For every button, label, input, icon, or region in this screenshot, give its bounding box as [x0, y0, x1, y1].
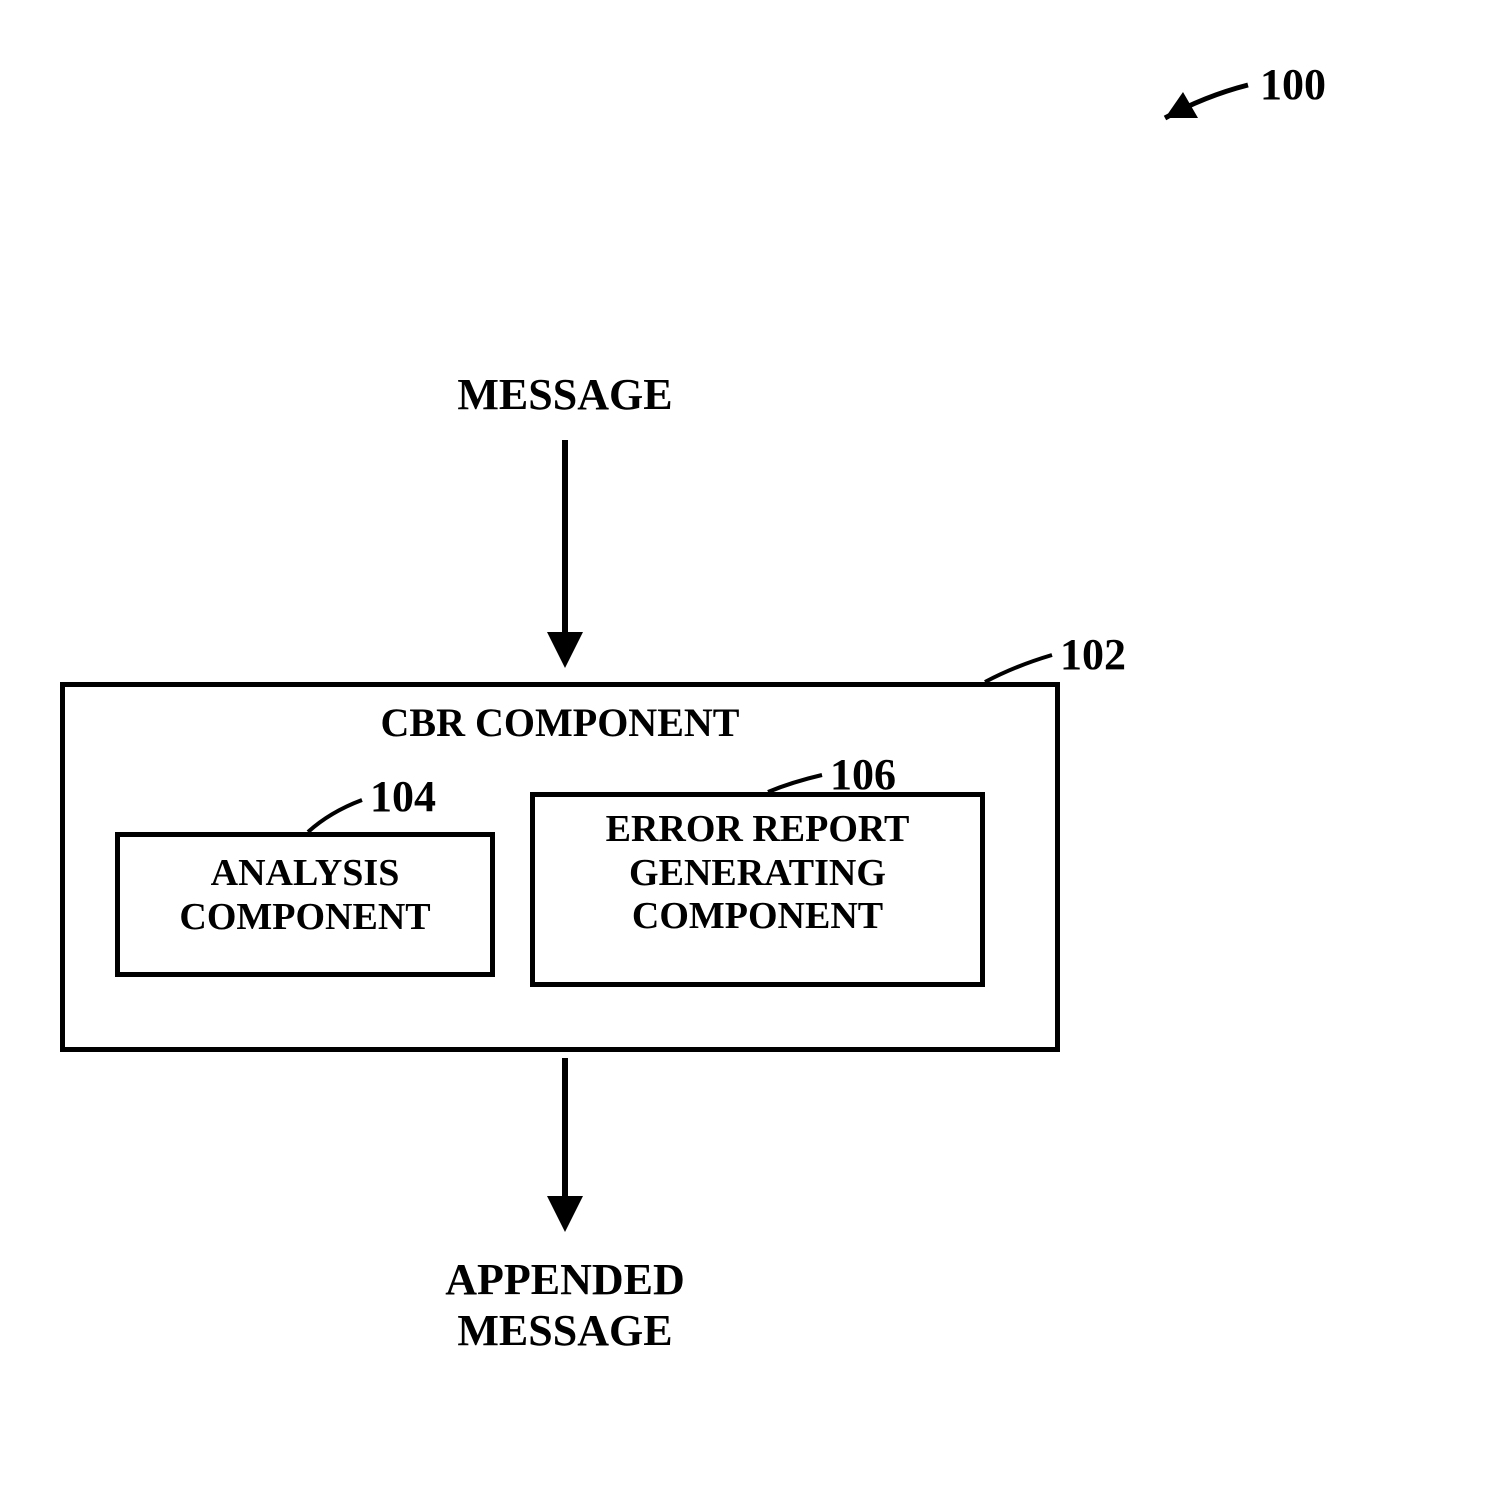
leader-102 — [985, 655, 1052, 682]
leader-100 — [1165, 85, 1248, 118]
message-label: MESSAGE — [420, 370, 710, 421]
analysis-component-label: ANALYSIS COMPONENT — [115, 852, 495, 939]
ref-102: 102 — [1060, 630, 1126, 681]
diagram-canvas: 100 MESSAGE CBR COMPONENT 102 104 106 AN… — [0, 0, 1511, 1489]
ref-104: 104 — [370, 772, 436, 823]
error-report-component-label: ERROR REPORT GENERATING COMPONENT — [530, 808, 985, 939]
appended-message-label: APPENDED MESSAGE — [420, 1255, 710, 1356]
cbr-component-title: CBR COMPONENT — [330, 700, 790, 746]
figure-ref-100: 100 — [1260, 60, 1326, 111]
ref-106: 106 — [830, 750, 896, 801]
leader-100-head — [1165, 92, 1198, 118]
